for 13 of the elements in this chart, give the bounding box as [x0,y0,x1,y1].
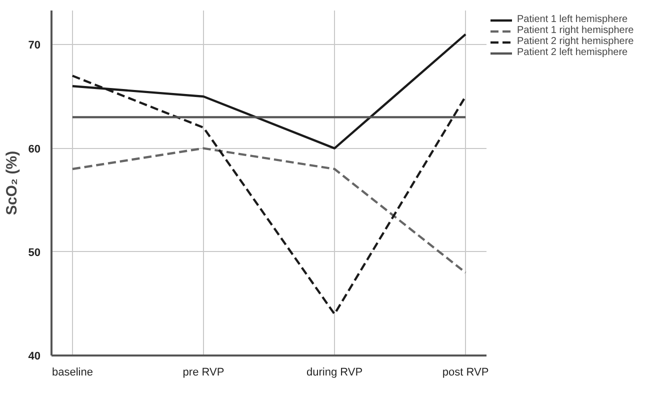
legend-label: Patient 2 right hemisphere [517,36,634,47]
legend-label: Patient 1 right hemisphere [517,25,634,36]
legend-label: Patient 1 left hemisphere [517,14,628,25]
x-tick-label: baseline [52,366,93,378]
x-tick-label: during RVP [306,366,363,378]
y-tick-label: 70 [28,40,41,52]
y-tick-label: 60 [28,143,41,156]
x-tick-label: pre RVP [182,366,224,378]
legend-label: Patient 2 left hemisphere [517,47,628,58]
y-tick-label: 40 [28,350,41,362]
y-tick-label: 50 [28,246,41,259]
y-axis-title: ScO₂ (%) [3,150,20,216]
x-tick-label: post RVP [442,366,489,378]
